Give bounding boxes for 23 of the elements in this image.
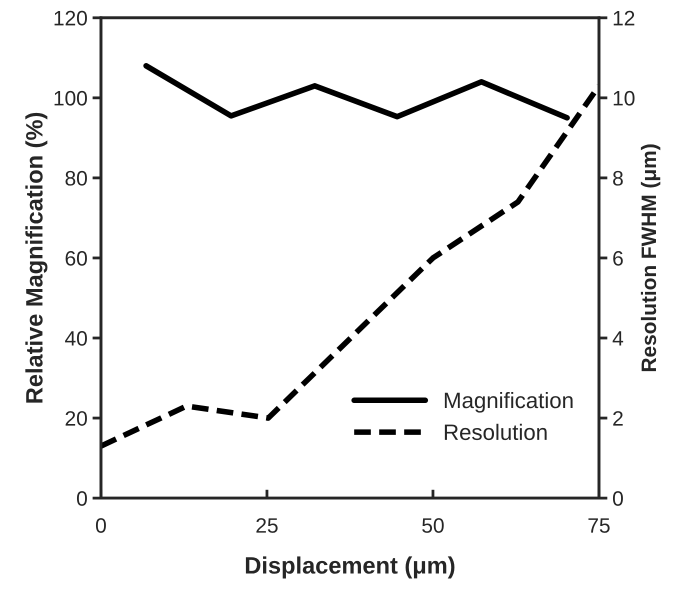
y-tick-label: 0 [76, 491, 87, 506]
y-tick-label: 60 [66, 250, 87, 266]
x-tick-label: 25 [256, 518, 278, 533]
y2-tick-label: 8 [613, 170, 623, 186]
x-tick-label: 0 [96, 518, 106, 533]
y-tick-label: 100 [54, 90, 87, 106]
x-axis-title: Displacement (μm) [246, 556, 454, 578]
y-tick-label: 20 [66, 411, 87, 426]
y2-tick-label: 4 [612, 331, 624, 346]
y2-tick-label: 2 [613, 411, 623, 426]
y2-tick-label: 6 [613, 250, 623, 266]
y-tick-label: 80 [65, 170, 87, 186]
legend-label: Magnification [444, 392, 573, 413]
y-tick-label: 40 [65, 331, 87, 346]
x-tick-label: 50 [422, 518, 444, 533]
y-axis-title: Relative Magnification (%) [25, 112, 48, 403]
x-tick-label: 75 [588, 518, 610, 533]
y2-tick-label: 0 [612, 491, 623, 506]
y2-tick-label: 12 [614, 10, 634, 26]
y-tick-label: 120 [54, 10, 87, 26]
legend-label: Resolution [444, 424, 547, 440]
y2-tick-label: 10 [614, 90, 635, 106]
y2-axis-title: Resolution FWHM (μm) [640, 144, 660, 372]
